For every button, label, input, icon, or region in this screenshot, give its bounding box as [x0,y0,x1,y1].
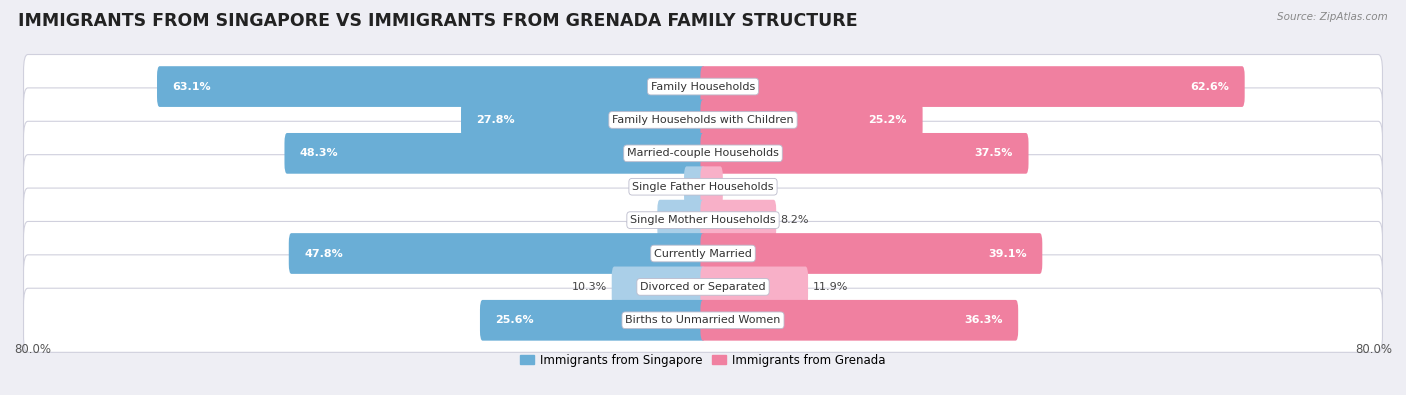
FancyBboxPatch shape [284,133,706,174]
FancyBboxPatch shape [157,66,706,107]
Text: Single Father Households: Single Father Households [633,182,773,192]
Text: 37.5%: 37.5% [974,149,1012,158]
Text: 39.1%: 39.1% [988,248,1026,258]
FancyBboxPatch shape [685,166,706,207]
FancyBboxPatch shape [24,255,1382,319]
Text: 80.0%: 80.0% [1355,343,1392,356]
Text: 47.8%: 47.8% [304,248,343,258]
FancyBboxPatch shape [700,200,776,241]
FancyBboxPatch shape [288,233,706,274]
Text: Family Households: Family Households [651,82,755,92]
Legend: Immigrants from Singapore, Immigrants from Grenada: Immigrants from Singapore, Immigrants fr… [516,349,890,371]
FancyBboxPatch shape [24,155,1382,219]
Text: Married-couple Households: Married-couple Households [627,149,779,158]
Text: 5.0%: 5.0% [624,215,652,225]
FancyBboxPatch shape [700,267,808,307]
FancyBboxPatch shape [24,121,1382,185]
Text: Divorced or Separated: Divorced or Separated [640,282,766,292]
Text: 8.2%: 8.2% [780,215,808,225]
FancyBboxPatch shape [24,222,1382,286]
FancyBboxPatch shape [700,133,1029,174]
Text: 25.2%: 25.2% [869,115,907,125]
Text: 2.0%: 2.0% [727,182,755,192]
FancyBboxPatch shape [700,66,1244,107]
Text: IMMIGRANTS FROM SINGAPORE VS IMMIGRANTS FROM GRENADA FAMILY STRUCTURE: IMMIGRANTS FROM SINGAPORE VS IMMIGRANTS … [18,12,858,30]
Text: 10.3%: 10.3% [572,282,607,292]
Text: Family Households with Children: Family Households with Children [612,115,794,125]
FancyBboxPatch shape [658,200,706,241]
FancyBboxPatch shape [700,300,1018,340]
FancyBboxPatch shape [700,166,723,207]
Text: 62.6%: 62.6% [1191,82,1229,92]
Text: 11.9%: 11.9% [813,282,848,292]
Text: Source: ZipAtlas.com: Source: ZipAtlas.com [1277,12,1388,22]
FancyBboxPatch shape [700,100,922,140]
FancyBboxPatch shape [461,100,706,140]
FancyBboxPatch shape [479,300,706,340]
Text: 63.1%: 63.1% [173,82,211,92]
Text: 80.0%: 80.0% [14,343,51,356]
Text: Births to Unmarried Women: Births to Unmarried Women [626,315,780,325]
FancyBboxPatch shape [612,267,706,307]
Text: Single Mother Households: Single Mother Households [630,215,776,225]
FancyBboxPatch shape [24,288,1382,352]
Text: 48.3%: 48.3% [299,149,339,158]
FancyBboxPatch shape [24,88,1382,152]
FancyBboxPatch shape [24,55,1382,118]
Text: 25.6%: 25.6% [495,315,534,325]
FancyBboxPatch shape [24,188,1382,252]
Text: 36.3%: 36.3% [965,315,1002,325]
Text: 27.8%: 27.8% [477,115,515,125]
Text: 1.9%: 1.9% [651,182,679,192]
FancyBboxPatch shape [700,233,1042,274]
Text: Currently Married: Currently Married [654,248,752,258]
